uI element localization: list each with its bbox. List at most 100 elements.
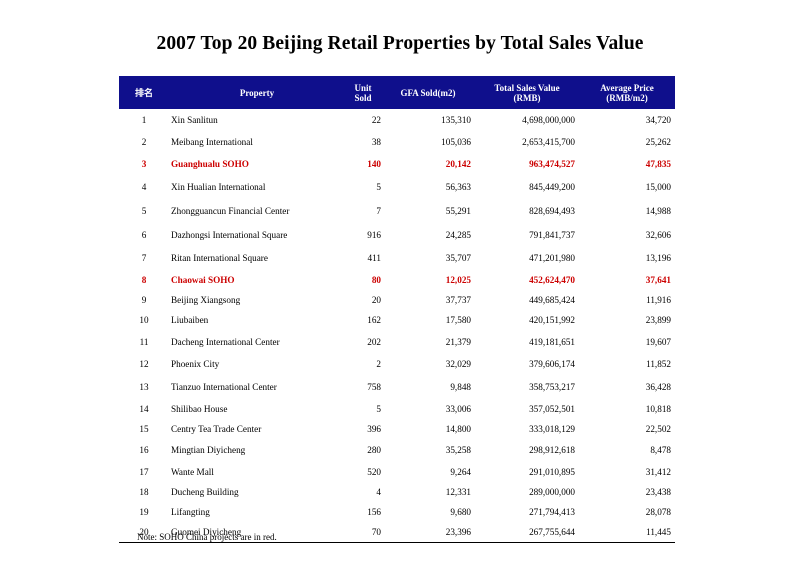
rank-cell: 13	[139, 381, 149, 392]
total-sales-cell: 791,841,737	[529, 229, 575, 240]
property-cell: Ritan International Square	[171, 252, 268, 263]
header-avg-line1: Average Price	[600, 82, 654, 93]
rank-cell: 18	[139, 487, 149, 497]
header-total-sales: Total Sales Value (RMB)	[475, 76, 579, 109]
table-row: 9 Beijing Xiangsong 20 37,737 449,685,424 11,…	[119, 290, 675, 310]
units-sold-cell: 2	[376, 359, 381, 369]
property-cell: Chaowai SOHO	[171, 274, 235, 285]
total-sales-cell: 963,474,527	[529, 158, 575, 169]
header-gfa: GFA Sold(m2)	[381, 76, 475, 109]
property-cell: Ducheng Building	[171, 487, 239, 497]
gfa-cell: 105,036	[441, 136, 471, 147]
rank-cell: 15	[139, 424, 149, 434]
average-price-cell: 32,606	[645, 229, 671, 240]
property-cell: Xin Hualian International	[171, 181, 266, 192]
table-row: 15 Centry Tea Trade Center 396 14,800 333,01…	[119, 419, 675, 439]
property-cell: Lifangting	[171, 507, 210, 517]
table-row: 3 Guanghualu SOHO 140 20,142 963,474,527 47,8…	[119, 153, 675, 174]
gfa-cell: 17,580	[445, 315, 471, 325]
units-sold-cell: 7	[376, 206, 381, 216]
average-price-cell: 13,196	[645, 252, 671, 263]
rank-cell: 1	[141, 114, 147, 125]
total-sales-cell: 471,201,980	[529, 252, 575, 263]
total-sales-cell: 449,685,424	[529, 295, 575, 305]
average-price-cell: 11,445	[579, 522, 675, 543]
average-price-cell: 11,916	[646, 295, 671, 305]
average-price-cell: 15,000	[645, 181, 671, 192]
property-cell: Dazhongsi International Square	[171, 229, 288, 240]
total-sales-cell: 271,794,413	[529, 507, 575, 517]
table-body: 1 Xin Sanlitun 22 135,310 4,698,000,000 34,72…	[119, 109, 675, 543]
property-cell: Mingtian Diyicheng	[171, 445, 246, 455]
total-sales-cell: 267,755,644	[475, 522, 579, 543]
total-sales-cell: 298,912,618	[529, 445, 575, 455]
property-cell: Guanghualu SOHO	[171, 158, 249, 169]
units-sold-cell: 4	[376, 487, 381, 497]
header-rank: 排名	[119, 76, 169, 109]
units-sold-cell: 411	[367, 252, 381, 263]
total-sales-cell: 452,624,470	[529, 274, 575, 285]
rank-cell: 17	[139, 466, 149, 477]
total-sales-cell: 333,018,129	[529, 424, 575, 434]
gfa-cell: 55,291	[445, 206, 471, 216]
gfa-cell: 135,310	[441, 114, 471, 125]
table-row: 11 Dacheng International Center 202 21,379 4…	[119, 330, 675, 353]
average-price-cell: 31,412	[645, 466, 671, 477]
rank-cell: 12	[139, 359, 149, 369]
property-cell: Tianzuo International Center	[171, 381, 277, 392]
property-cell: Phoenix City	[171, 359, 220, 369]
rank-cell: 8	[141, 274, 147, 285]
average-price-cell: 23,438	[645, 487, 671, 497]
gfa-cell: 35,707	[445, 252, 471, 263]
page-title: 2007 Top 20 Beijing Retail Properties by…	[156, 33, 644, 54]
header-total-line2: (RMB)	[513, 92, 541, 103]
property-cell: Xin Sanlitun	[171, 114, 218, 125]
rank-cell: 6	[141, 229, 147, 240]
average-price-cell: 37,641	[645, 274, 671, 285]
units-sold-cell: 20	[371, 295, 381, 305]
table-row: 17 Wante Mall 520 9,264 291,010,895 31,412	[119, 461, 675, 482]
total-sales-cell: 291,010,895	[529, 466, 575, 477]
property-cell: Guomei Diyicheng	[169, 522, 345, 543]
units-sold-cell: 280	[367, 445, 381, 455]
gfa-cell: 20,142	[445, 158, 471, 169]
gfa-cell: 9,264	[450, 466, 471, 477]
header-avg-line2: (RMB/m2)	[606, 92, 648, 103]
table-row: 6 Dazhongsi International Square 916 24,285…	[119, 223, 675, 246]
average-price-cell: 23,899	[645, 315, 671, 325]
table-row: 12 Phoenix City 2 32,029 379,606,174 11,852	[119, 353, 675, 375]
average-price-cell: 8,478	[650, 445, 671, 455]
units-sold-cell: 38	[371, 136, 381, 147]
property-cell: Liubaiben	[171, 315, 209, 325]
units-sold-cell: 5	[376, 403, 381, 414]
table-row: 4 Xin Hualian International 5 56,363 845,449…	[119, 174, 675, 199]
table-row: 19 Lifangting 156 9,680 271,794,413 28,078	[119, 502, 675, 522]
table-row: 14 Shilibao House 5 33,006 357,052,501 10,818	[119, 398, 675, 419]
header-unit-sold-line1: Unit	[354, 82, 372, 93]
average-price-cell: 25,262	[645, 136, 671, 147]
property-cell: Meibang International	[171, 136, 253, 147]
header-average-price: Average Price (RMB/m2)	[579, 76, 675, 109]
header-unit-sold: Unit Sold	[345, 76, 381, 109]
gfa-cell: 37,737	[445, 295, 471, 305]
gfa-cell: 12,331	[445, 487, 471, 497]
table-row: 7 Ritan International Square 411 35,707 471,…	[119, 246, 675, 269]
average-price-cell: 36,428	[645, 381, 671, 392]
average-price-cell: 22,502	[645, 424, 671, 434]
units-sold-cell: 162	[367, 315, 381, 325]
average-price-cell: 47,835	[645, 158, 671, 169]
rank-cell: 9	[141, 295, 147, 305]
gfa-cell: 9,680	[450, 507, 471, 517]
average-price-cell: 10,818	[645, 403, 671, 414]
gfa-cell: 9,848	[450, 381, 471, 392]
average-price-cell: 14,988	[645, 206, 671, 216]
gfa-cell: 56,363	[445, 181, 471, 192]
header-unit-sold-line2: Sold	[354, 92, 372, 103]
table-row: 16 Mingtian Diyicheng 280 35,258 298,912,618…	[119, 439, 675, 461]
units-sold-cell: 80	[371, 274, 381, 285]
units-sold-cell: 5	[376, 181, 381, 192]
property-cell: Wante Mall	[171, 466, 214, 477]
rank-cell: 4	[141, 181, 147, 192]
property-cell: Beijing Xiangsong	[171, 295, 241, 305]
table-row: 20 Guomei Diyicheng 70 23,396 267,755,644 11,…	[119, 522, 675, 543]
